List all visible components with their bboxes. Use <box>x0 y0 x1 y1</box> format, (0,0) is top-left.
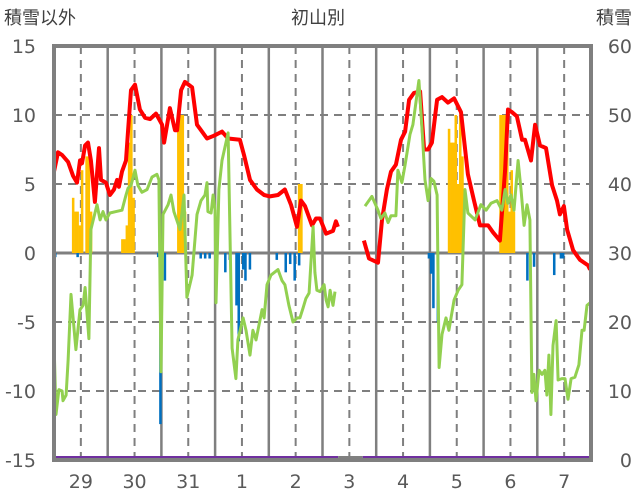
left-tick-label: 0 <box>24 243 36 265</box>
right-tick-label: 0 <box>620 450 632 472</box>
decrease-bar <box>526 253 529 281</box>
decrease-bar <box>224 253 227 273</box>
decrease-bar <box>429 253 433 274</box>
snowfall-bar <box>181 115 185 253</box>
decrease-bar <box>552 253 556 276</box>
decrease-bar <box>156 253 160 258</box>
snowfall-bar <box>512 211 516 253</box>
x-tick-label: 6 <box>504 471 516 493</box>
decrease-bar <box>244 253 247 281</box>
decrease-bar <box>203 253 207 259</box>
snowfall-bar <box>461 156 464 253</box>
x-tick-label: 7 <box>558 471 570 493</box>
chart-title: 初山別 <box>291 8 345 29</box>
left-tick-label: 5 <box>24 174 36 196</box>
decrease-bar <box>208 253 211 259</box>
snowfall-bar <box>510 170 513 253</box>
snowfall-bar <box>76 211 79 253</box>
left-tick-label: -5 <box>17 312 36 334</box>
decrease-bar <box>432 253 435 309</box>
snowfall-bar <box>127 142 131 253</box>
right-tick-label: 10 <box>608 381 632 403</box>
x-tick-label: 2 <box>290 471 302 493</box>
snowfall-bar <box>121 239 124 253</box>
snowfall-bar <box>123 239 126 253</box>
snowfall-bar <box>177 115 180 253</box>
snowfall-bar <box>87 156 91 253</box>
decrease-bar <box>288 253 292 265</box>
decrease-bar <box>237 253 241 342</box>
snowfall-bar <box>458 115 462 253</box>
snowfall-bar <box>508 211 511 253</box>
right-tick-label: 60 <box>608 36 632 58</box>
decrease-bar <box>532 253 536 267</box>
decrease-bar <box>199 253 202 259</box>
other-line <box>52 79 592 416</box>
right-tick-label: 30 <box>608 243 632 265</box>
snowfall-bar <box>447 128 451 253</box>
snowfall-bar <box>499 115 502 253</box>
snowfall-bar <box>454 115 458 253</box>
decrease-bar <box>275 253 279 260</box>
x-tick-label: 4 <box>397 471 409 493</box>
x-tick-label: 31 <box>176 471 200 493</box>
snowfall-bar <box>125 225 129 253</box>
snowfall-bar <box>505 115 509 253</box>
decrease-bar <box>241 253 245 270</box>
snowfall-bar <box>80 170 84 253</box>
left-tick-label: 10 <box>12 105 36 127</box>
snowfall-bar <box>450 142 453 253</box>
decrease-bar <box>163 253 167 281</box>
right-tick-label: 40 <box>608 174 632 196</box>
decrease-bar <box>559 253 563 259</box>
x-tick-label: 1 <box>236 471 248 493</box>
left-tick-label: -15 <box>5 450 36 472</box>
decrease-bar <box>284 253 287 273</box>
snow-depth-line <box>52 79 592 271</box>
right-tick-label: 50 <box>608 105 632 127</box>
decrease-bar <box>248 253 252 270</box>
lines <box>52 44 593 462</box>
snowfall-bar <box>456 184 460 253</box>
decrease-bar <box>235 253 238 306</box>
left-axis-label: 積雪以外 <box>4 8 76 29</box>
x-tick-label: 30 <box>122 471 146 493</box>
snowfall-bar <box>85 156 88 253</box>
right-tick-label: 20 <box>608 312 632 334</box>
x-tick-label: 29 <box>69 471 93 493</box>
snowfall-bar <box>74 211 77 253</box>
x-tick-label: 5 <box>451 471 463 493</box>
decrease-bar <box>427 253 431 259</box>
plot-frame <box>52 44 593 462</box>
bars <box>54 115 565 425</box>
snowfall-bar <box>132 197 135 253</box>
snowfall-bar <box>179 115 182 253</box>
snowfall-bar <box>452 142 455 253</box>
left-tick-label: -10 <box>5 381 36 403</box>
decrease-bar <box>76 253 79 258</box>
snowfall-bar <box>300 184 303 253</box>
x-tick-label: 3 <box>343 471 355 493</box>
snowfall-bar <box>71 197 75 253</box>
right-axis-label: 積雪 <box>596 8 632 29</box>
decrease-bar <box>297 253 301 266</box>
decrease-bar <box>561 253 565 259</box>
snowfall-bar <box>78 225 82 253</box>
decrease-bar <box>293 253 296 281</box>
left-tick-label: 15 <box>12 36 36 58</box>
